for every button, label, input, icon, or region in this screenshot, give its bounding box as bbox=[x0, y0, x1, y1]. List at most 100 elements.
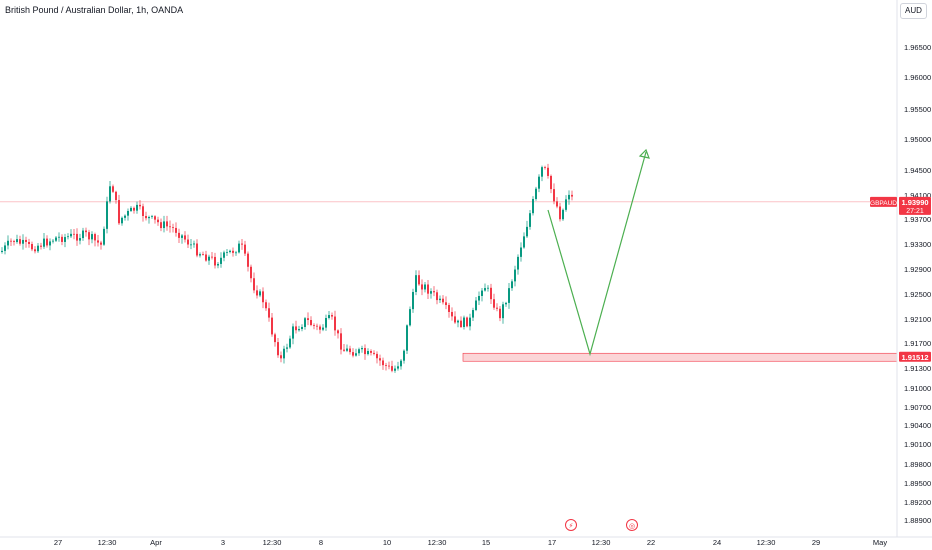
candle-body bbox=[298, 329, 300, 331]
candle-body bbox=[571, 194, 573, 197]
y-tick-label: 1.89200 bbox=[904, 498, 931, 507]
support-price-tag-bg bbox=[899, 351, 931, 362]
x-tick-label: 12:30 bbox=[592, 538, 611, 547]
candle-body bbox=[541, 167, 543, 177]
support-zone-box bbox=[462, 352, 898, 362]
projection-arrow bbox=[547, 151, 647, 357]
candle-body bbox=[61, 236, 63, 242]
candle-body bbox=[454, 316, 456, 323]
x-tick-label: 15 bbox=[482, 538, 490, 547]
candle-body bbox=[367, 351, 369, 355]
y-tick-label: 1.93300 bbox=[904, 240, 931, 249]
candle-body bbox=[199, 254, 201, 256]
y-tick-label: 1.91000 bbox=[904, 384, 931, 393]
candle-body bbox=[316, 325, 318, 327]
candle-body bbox=[409, 309, 411, 326]
candle-body bbox=[496, 307, 498, 309]
y-tick-label: 1.94500 bbox=[904, 166, 931, 175]
y-tick-label: 1.95500 bbox=[904, 105, 931, 114]
candle-body bbox=[64, 237, 66, 242]
candle-body bbox=[130, 207, 132, 211]
current-price-value: 1.93990 bbox=[901, 198, 928, 207]
candle-body bbox=[100, 242, 102, 245]
candle-body bbox=[352, 352, 354, 356]
candle-body bbox=[427, 284, 429, 294]
candle-body bbox=[256, 290, 258, 296]
candle-body bbox=[145, 215, 147, 219]
x-tick-label: 12:30 bbox=[98, 538, 117, 547]
earnings-icon[interactable]: ◎ bbox=[626, 519, 638, 531]
current-price-tag-bg bbox=[899, 196, 931, 215]
candle-body bbox=[268, 308, 270, 318]
x-tick-label: 12:30 bbox=[757, 538, 776, 547]
candle-body bbox=[451, 311, 453, 317]
candle-body bbox=[361, 348, 363, 350]
candle-body bbox=[415, 275, 417, 292]
candle-body bbox=[220, 257, 222, 264]
candle-body bbox=[493, 299, 495, 308]
candle-body bbox=[502, 304, 504, 319]
candle-body bbox=[313, 324, 315, 326]
candle-body bbox=[118, 200, 120, 224]
price-axis: 1.96500 1.96000 1.95500 1.95000 1.94500 1.941… bbox=[896, 0, 931, 537]
y-tick-label: 1.91300 bbox=[904, 364, 931, 373]
candle-body bbox=[247, 253, 249, 267]
y-tick-label: 1.94100 bbox=[904, 191, 931, 200]
candle-body bbox=[547, 167, 549, 176]
candle-body bbox=[475, 300, 477, 311]
candle-body bbox=[202, 254, 204, 255]
candle-body bbox=[553, 189, 555, 202]
dividend-flash-icon[interactable]: ⚡ bbox=[565, 519, 577, 531]
candle-body bbox=[349, 348, 351, 353]
candle-body bbox=[229, 250, 231, 253]
candle-body bbox=[88, 232, 90, 240]
candle-body bbox=[241, 243, 243, 245]
candle-body bbox=[373, 352, 375, 354]
support-price-value: 1.91512 bbox=[901, 353, 928, 362]
y-tick-label: 1.90700 bbox=[904, 403, 931, 412]
candle-body bbox=[484, 288, 486, 291]
candle-body bbox=[406, 325, 408, 351]
candle-body bbox=[121, 217, 123, 224]
candle-body bbox=[28, 241, 30, 245]
candle-body bbox=[127, 210, 129, 216]
x-tick-label: 12:30 bbox=[263, 538, 282, 547]
candle-body bbox=[178, 232, 180, 238]
candle-body bbox=[190, 244, 192, 246]
candle-body bbox=[217, 263, 219, 266]
candle-body bbox=[37, 245, 39, 252]
candle-body bbox=[436, 292, 438, 301]
candle-body bbox=[166, 221, 168, 227]
candle-body bbox=[331, 315, 333, 317]
candle-body bbox=[223, 252, 225, 258]
candle-body bbox=[463, 317, 465, 328]
candle-body bbox=[343, 349, 345, 351]
candle-body bbox=[538, 176, 540, 189]
currency-button[interactable]: AUD bbox=[900, 3, 927, 19]
candle-body bbox=[187, 239, 189, 245]
candle-body bbox=[265, 302, 267, 309]
candle-body bbox=[397, 366, 399, 369]
candle-body bbox=[565, 199, 567, 210]
candle-body bbox=[46, 238, 48, 246]
candle-body bbox=[49, 241, 51, 246]
candle-body bbox=[523, 236, 525, 248]
candle-body bbox=[235, 252, 237, 254]
x-tick-label: 3 bbox=[221, 538, 225, 547]
candle-body bbox=[469, 317, 471, 327]
candle-body bbox=[40, 245, 42, 247]
y-tick-label: 1.91700 bbox=[904, 339, 931, 348]
candle-body bbox=[433, 291, 435, 293]
x-tick-label: May bbox=[873, 538, 887, 547]
candle-body bbox=[142, 206, 144, 216]
candle-body bbox=[472, 310, 474, 318]
candle-body bbox=[259, 291, 261, 296]
candle-body bbox=[442, 298, 444, 303]
candle-body bbox=[43, 238, 45, 247]
y-tick-label: 1.89800 bbox=[904, 460, 931, 469]
y-tick-label: 1.96000 bbox=[904, 73, 931, 82]
candle-body bbox=[133, 207, 135, 211]
y-tick-label: 1.92500 bbox=[904, 290, 931, 299]
chart-title: British Pound / Australian Dollar, 1h, O… bbox=[5, 5, 184, 15]
